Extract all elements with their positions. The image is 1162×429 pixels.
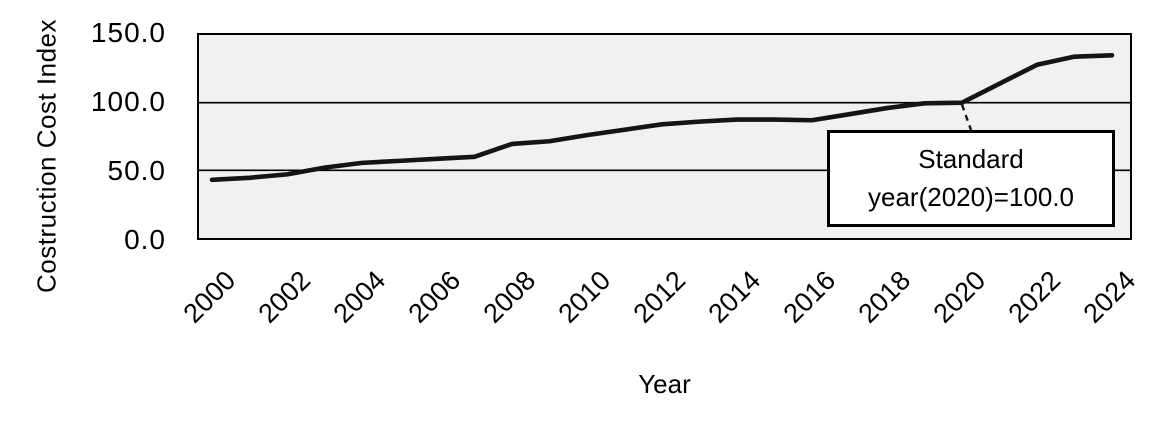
- y-tick-label-50.0: 50.0: [107, 155, 166, 186]
- annotation-line2: year(2020)=100.0: [868, 182, 1074, 212]
- y-tick-label-0.0: 0.0: [124, 224, 166, 255]
- y-tick-label-150.0: 150.0: [90, 17, 166, 48]
- annotation-line1: Standard: [918, 144, 1024, 174]
- annotation-leader-line: [960, 104, 973, 131]
- y-tick-label-100.0: 100.0: [90, 86, 166, 117]
- annotation-box: Standard year(2020)=100.0: [827, 130, 1115, 227]
- x-axis-title: Year: [638, 369, 691, 399]
- cost-index-line-series: [209, 52, 1115, 183]
- plot-area: Standard year(2020)=100.0: [197, 33, 1132, 240]
